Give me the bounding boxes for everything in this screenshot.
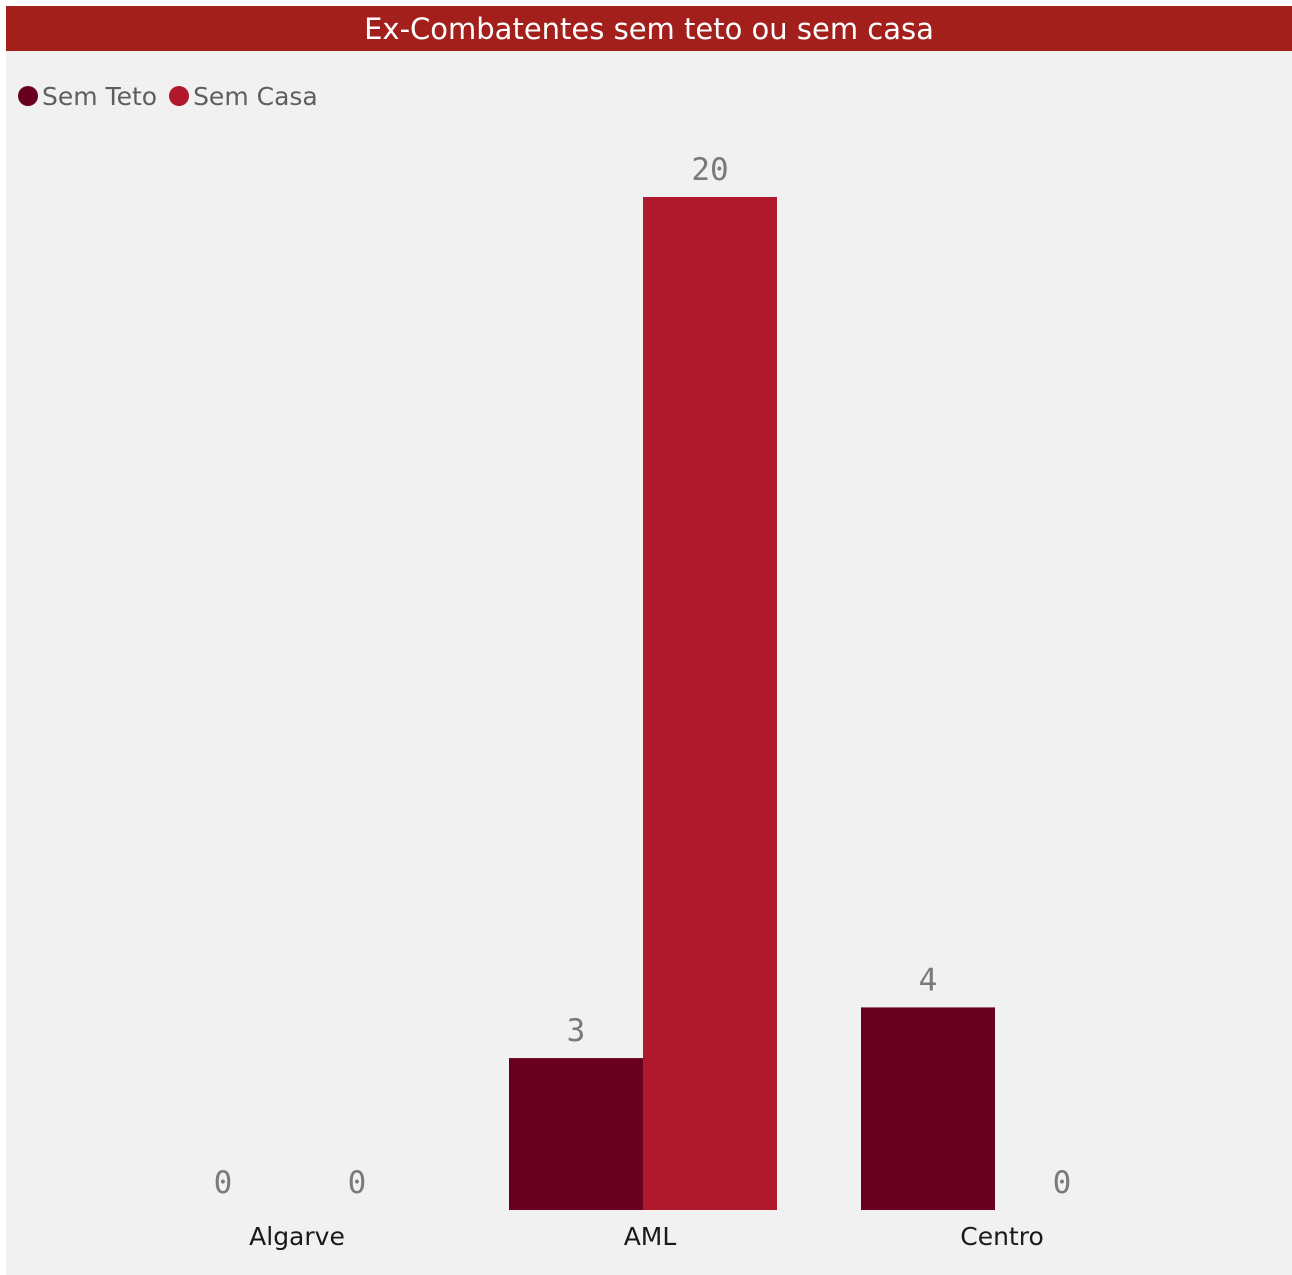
bar-sem-casa-aml[interactable] — [643, 197, 777, 1210]
legend-dot-sem-teto — [18, 86, 38, 106]
chart-frame: Ex-Combatentes sem teto ou sem casa Sem … — [6, 6, 1292, 1275]
legend-label-sem-teto: Sem Teto — [42, 81, 158, 111]
legend-dot-sem-casa — [169, 86, 190, 106]
bar-sem-teto-aml[interactable] — [509, 1058, 643, 1210]
data-label-sem-casa-aml: 20 — [691, 152, 728, 188]
bar-sem-teto-centro[interactable] — [861, 1007, 995, 1210]
category-label-algarve: Algarve — [249, 1222, 345, 1251]
legend-item-sem-teto[interactable]: Sem Teto — [18, 82, 157, 111]
data-label-sem-teto-aml: 3 — [567, 1013, 586, 1049]
data-label-sem-teto-centro: 4 — [919, 962, 938, 998]
data-label-sem-casa-centro: 0 — [1053, 1165, 1072, 1201]
category-label-centro: Centro — [960, 1222, 1044, 1251]
legend-label-sem-casa: Sem Casa — [193, 81, 318, 111]
legend-item-sem-casa[interactable]: Sem Casa — [169, 82, 318, 111]
chart-title: Ex-Combatentes sem teto ou sem casa — [6, 6, 1292, 51]
data-label-sem-teto-algarve: 0 — [214, 1165, 233, 1201]
legend: Sem Teto Sem Casa — [18, 81, 330, 111]
data-label-sem-casa-algarve: 0 — [348, 1165, 367, 1201]
category-label-aml: AML — [624, 1222, 677, 1251]
